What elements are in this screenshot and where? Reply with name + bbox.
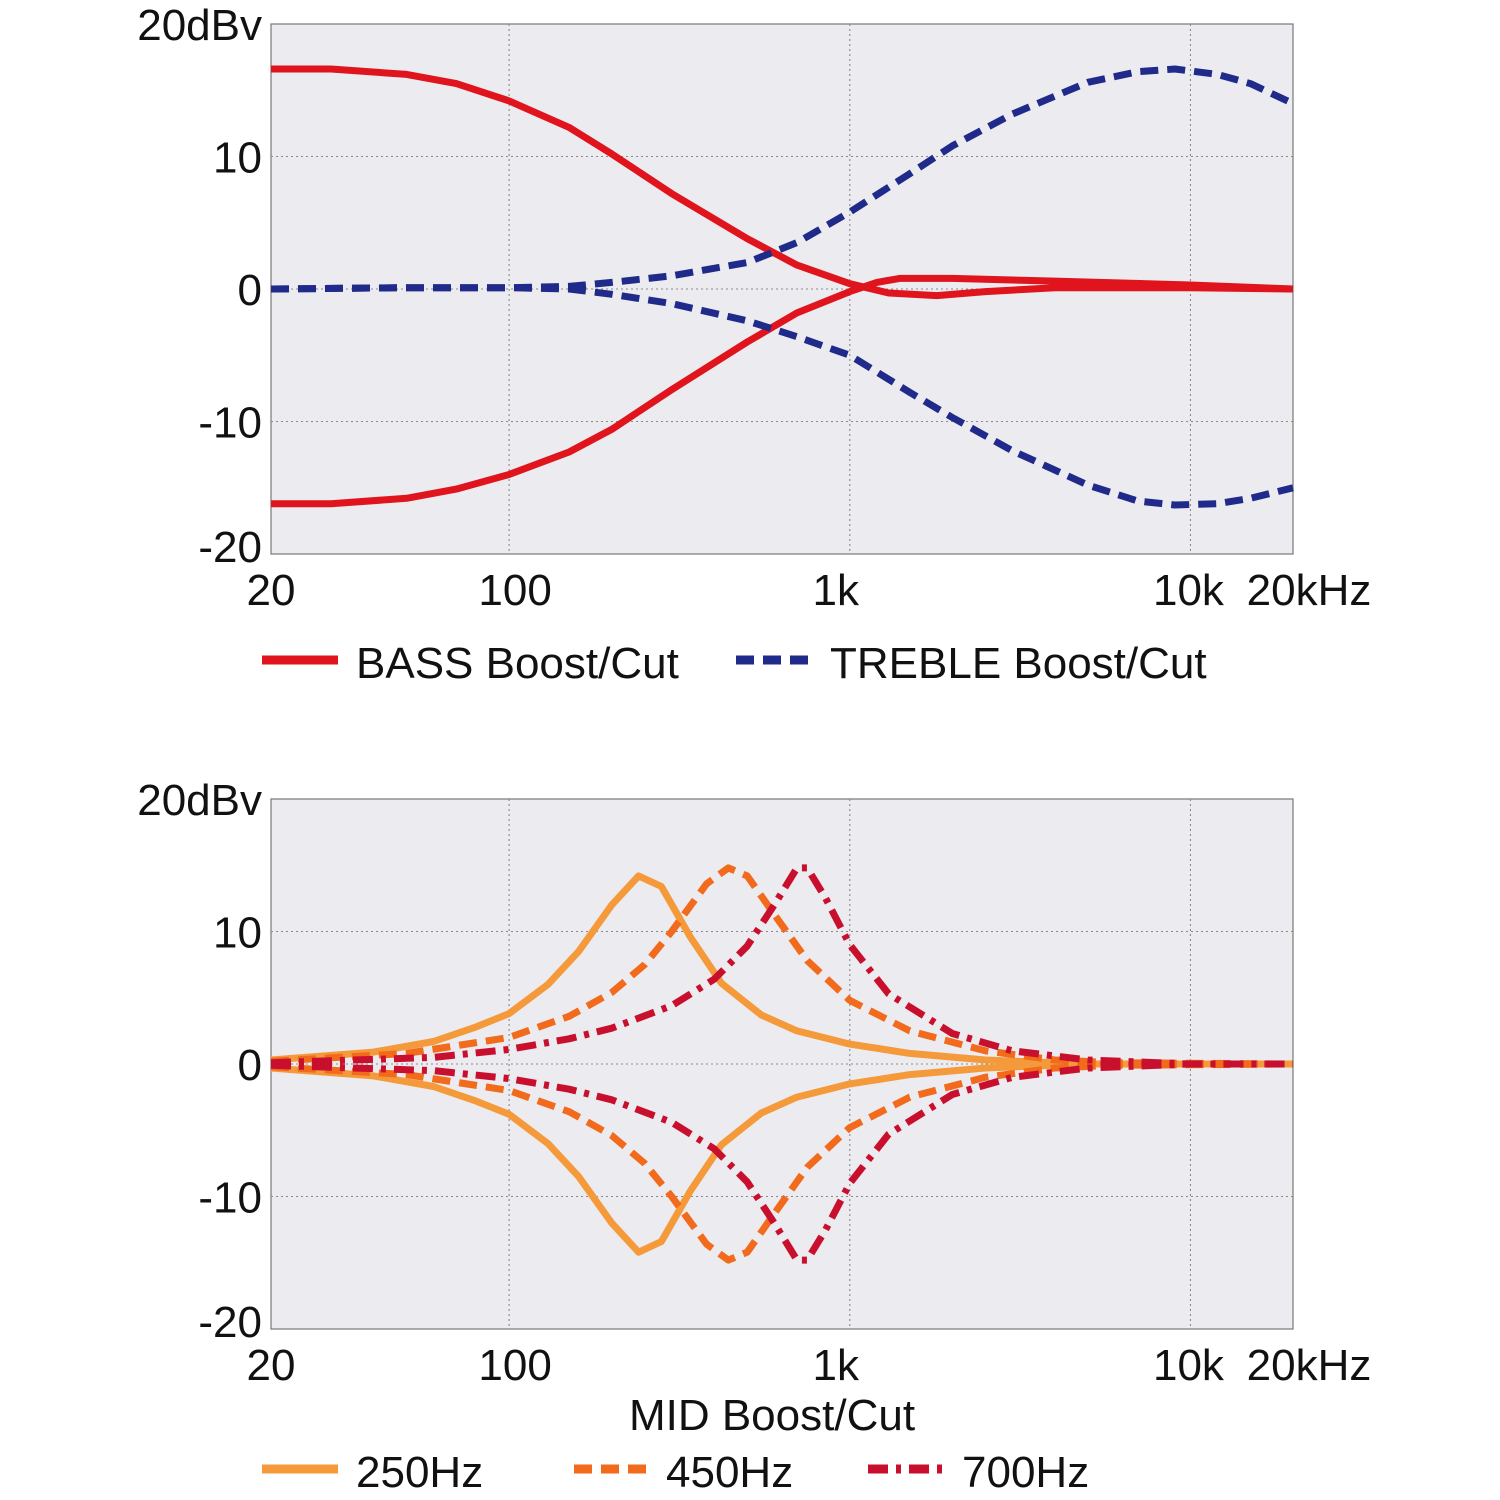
y-tick-label: -20 <box>198 523 262 572</box>
y-tick-label: 20dBv <box>137 776 262 825</box>
x-tick-label: 1k <box>813 1341 860 1390</box>
x-tick-label: 10k <box>1153 1341 1225 1390</box>
series-line-bass-boost-cut-boost <box>271 65 1294 300</box>
x-tick-label: 20kHz <box>1247 1341 1372 1390</box>
y-tick-label: 10 <box>213 134 262 183</box>
y-tick-label: -10 <box>198 399 262 448</box>
legend-label-250hz: 250Hz <box>356 1448 483 1497</box>
legend-label-treble-boost-cut: TREBLE Boost/Cut <box>830 639 1207 688</box>
y-tick-label: 0 <box>238 266 262 315</box>
y-tick-label: -20 <box>198 1298 262 1347</box>
x-tick-label: 20 <box>247 1341 296 1390</box>
series-line-700hz-boost <box>270 864 1293 1068</box>
series-line-250hz-cut <box>270 1060 1293 1256</box>
y-tick-label: 0 <box>238 1041 262 1090</box>
x-tick-label: 100 <box>478 1341 551 1390</box>
series-line-treble-boost-cut-cut <box>270 284 1294 509</box>
y-tick-label: 20dBv <box>137 1 262 50</box>
legend-label-bass-boost-cut: BASS Boost/Cut <box>356 639 679 688</box>
x-tick-label: 10k <box>1153 566 1225 615</box>
legend-label-450hz: 450Hz <box>666 1448 793 1497</box>
series-line-treble-boost-cut-boost <box>270 65 1295 293</box>
y-tick-label: 10 <box>213 909 262 958</box>
legend-label-700hz: 700Hz <box>962 1448 1089 1497</box>
x-tick-label: 1k <box>813 566 860 615</box>
x-tick-label: 20kHz <box>1247 566 1372 615</box>
series-line-250hz-boost <box>270 872 1293 1068</box>
x-axis-title: MID Boost/Cut <box>629 1391 915 1440</box>
x-tick-label: 100 <box>478 566 551 615</box>
y-tick-label: -10 <box>198 1174 262 1223</box>
series-line-bass-boost-cut-cut <box>271 274 1294 508</box>
series-line-700hz-cut <box>270 1060 1293 1264</box>
x-tick-label: 20 <box>247 566 296 615</box>
